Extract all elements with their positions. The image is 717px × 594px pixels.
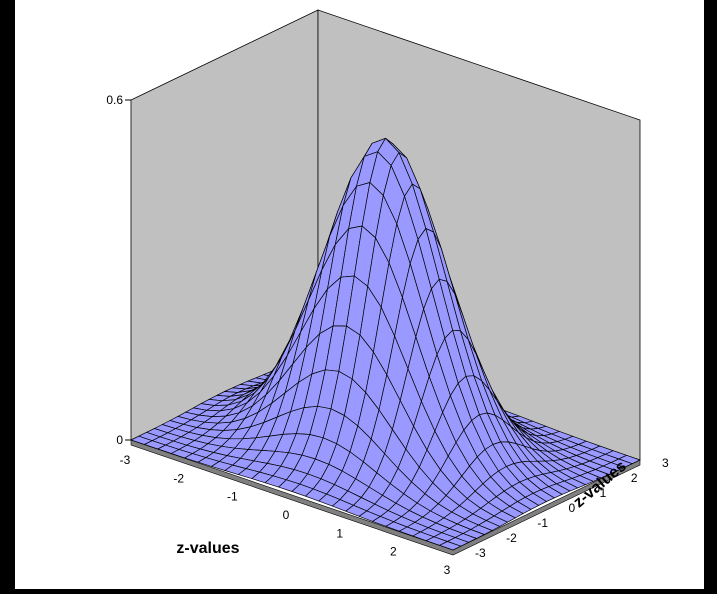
- x-tick-label: -3: [120, 453, 131, 467]
- y-tick-label: 2: [631, 471, 638, 485]
- tick-labels: -3 -2 -1 0 1 2 3 -3 -2 -1 0 1 2 3 0 0.6: [106, 93, 669, 577]
- z-tick-label: 0: [116, 433, 123, 447]
- z-tick-label: 0.6: [106, 93, 123, 107]
- y-tick-label: 1: [600, 486, 607, 500]
- x-tick-label: 3: [444, 563, 451, 577]
- y-tick-label: 0: [569, 501, 576, 515]
- x-tick-label: 1: [336, 526, 343, 540]
- x-tick-label: 2: [390, 545, 397, 559]
- surface-mesh: [130, 137, 641, 551]
- x-tick-label: 0: [283, 508, 290, 522]
- y-tick-label: -1: [537, 516, 548, 530]
- y-tick-label: 3: [662, 456, 669, 470]
- x-tick-label: -1: [227, 490, 238, 504]
- chart-area: -3 -2 -1 0 1 2 3 -3 -2 -1 0 1 2 3 0 0.6 z-values z-valu…: [15, 0, 704, 589]
- y-tick-label: -2: [506, 531, 517, 545]
- surface-facet: [439, 541, 462, 551]
- x-axis-title: z-values: [176, 540, 239, 557]
- y-tick-label: -3: [475, 546, 486, 560]
- x-tick-label: -2: [173, 471, 184, 485]
